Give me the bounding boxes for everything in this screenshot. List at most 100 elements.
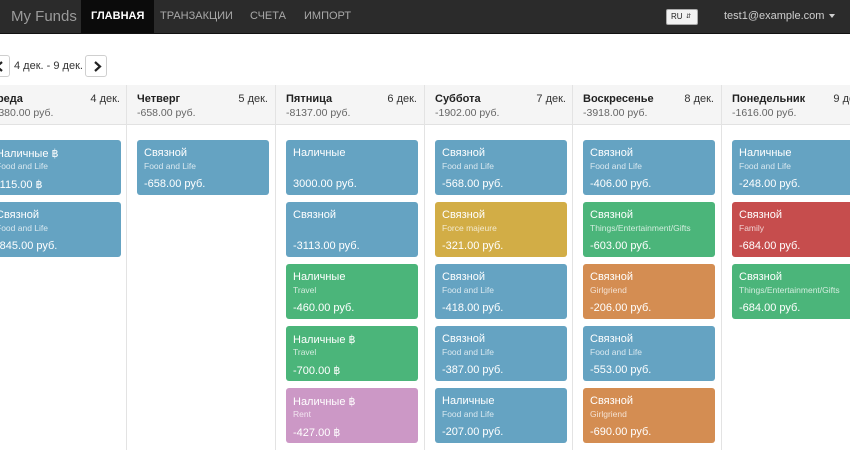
- transaction-card[interactable]: Связной Family -684.00 руб.: [732, 202, 850, 257]
- transaction-card[interactable]: Связной Girlgriend -206.00 руб.: [583, 264, 715, 319]
- day-header: Воскресенье 8 дек. -3918.00 руб.: [573, 85, 721, 125]
- transaction-category: Force majeure: [442, 223, 497, 233]
- transaction-card[interactable]: Связной Food and Life -845.00 руб.: [0, 202, 121, 257]
- transaction-category: Things/Entertainment/Gifts: [739, 285, 840, 295]
- day-column: Воскресенье 8 дек. -3918.00 руб. Связной Foo…: [572, 85, 721, 450]
- day-total: -1616.00 руб.: [732, 107, 797, 119]
- day-name: Суббота: [435, 93, 481, 105]
- transaction-category: Travel: [293, 285, 317, 295]
- transaction-card[interactable]: Связной Food and Life -658.00 руб.: [137, 140, 269, 195]
- user-email: test1@example.com: [724, 10, 825, 22]
- transaction-account: Наличные: [739, 147, 792, 159]
- transaction-account: Связной: [0, 209, 40, 221]
- transaction-amount: -684.00 руб.: [739, 302, 801, 314]
- transaction-card[interactable]: Связной Food and Life -387.00 руб.: [435, 326, 567, 381]
- chevron-left-icon: [0, 61, 3, 72]
- transaction-category: Food and Life: [442, 347, 494, 357]
- transaction-amount: -700.00 ฿: [293, 365, 341, 377]
- transaction-card[interactable]: Наличные Food and Life -248.00 руб.: [732, 140, 850, 195]
- transaction-amount: -684.00 руб.: [739, 240, 801, 252]
- app-brand[interactable]: My Funds: [11, 8, 77, 25]
- day-total: -658.00 руб.: [137, 107, 196, 119]
- transaction-amount: -553.00 руб.: [590, 364, 652, 376]
- transaction-card[interactable]: Наличные ฿ Rent -427.00 ฿: [286, 388, 418, 443]
- transaction-card[interactable]: Связной Food and Life -406.00 руб.: [583, 140, 715, 195]
- tab-accounts[interactable]: СЧЕТА: [250, 10, 286, 22]
- transaction-category: Food and Life: [590, 161, 642, 171]
- transaction-card[interactable]: Связной Force majeure -321.00 руб.: [435, 202, 567, 257]
- transaction-category: Food and Life: [442, 161, 494, 171]
- transaction-amount: -568.00 руб.: [442, 178, 504, 190]
- tab-transactions[interactable]: ТРАНЗАКЦИИ: [160, 10, 233, 22]
- transaction-category: Family: [739, 223, 765, 233]
- transaction-account: Связной: [590, 271, 634, 283]
- transaction-category: Food and Life: [442, 285, 494, 295]
- transaction-category: Travel: [293, 347, 317, 357]
- transaction-account: Связной: [590, 395, 634, 407]
- prev-week-button[interactable]: [0, 55, 10, 77]
- transaction-card[interactable]: Наличные ฿ Travel -700.00 ฿: [286, 326, 418, 381]
- transaction-account: Наличные: [442, 395, 495, 407]
- transaction-card[interactable]: Связной Food and Life -418.00 руб.: [435, 264, 567, 319]
- day-date: 6 дек.: [387, 93, 417, 105]
- day-name: Воскресенье: [583, 93, 654, 105]
- language-select[interactable]: RU ⇵: [666, 9, 698, 25]
- day-name: Понедельник: [732, 93, 806, 105]
- day-column: Четверг 5 дек. -658.00 руб. Связной Food and…: [126, 85, 275, 450]
- transaction-account: Связной: [293, 209, 337, 221]
- transaction-amount: -658.00 руб.: [144, 178, 206, 190]
- transaction-account: Связной: [442, 333, 486, 345]
- transaction-category: Things/Entertainment/Gifts: [590, 223, 691, 233]
- transaction-amount: -603.00 руб.: [590, 240, 652, 252]
- transaction-card[interactable]: Связной Things/Entertainment/Gifts -684.00…: [732, 264, 850, 319]
- transaction-category: Food and Life: [0, 223, 48, 233]
- day-header: Среда 4 дек. -1380.00 руб.: [0, 85, 127, 125]
- day-date: 4 дек.: [90, 93, 120, 105]
- tab-import[interactable]: ИМПОРТ: [304, 10, 352, 22]
- transaction-account: Связной: [442, 209, 486, 221]
- transaction-card[interactable]: Связной Girlgriend -690.00 руб.: [583, 388, 715, 443]
- user-menu[interactable]: test1@example.com: [724, 0, 836, 33]
- transaction-category: Food and Life: [739, 161, 791, 171]
- transaction-category: Rent: [293, 409, 311, 419]
- transaction-account: Связной: [590, 333, 634, 345]
- transaction-category: Girlgriend: [590, 409, 627, 419]
- chevron-down-icon: ⇵: [686, 14, 692, 20]
- transaction-amount: -845.00 руб.: [0, 240, 58, 252]
- transaction-card[interactable]: Связной Food and Life -568.00 руб.: [435, 140, 567, 195]
- transaction-card[interactable]: Наличные ฿ Food and Life -115.00 ฿: [0, 140, 121, 195]
- transaction-account: Связной: [590, 209, 634, 221]
- transaction-account: Наличные ฿: [293, 334, 356, 346]
- day-column: Пятница 6 дек. -8137.00 руб. Наличные 3000.0…: [275, 85, 424, 450]
- day-header: Суббота 7 дек. -1902.00 руб.: [425, 85, 573, 125]
- tab-home[interactable]: ГЛАВНАЯ: [81, 0, 155, 33]
- transaction-category: Food and Life: [590, 347, 642, 357]
- next-week-button[interactable]: [85, 55, 107, 77]
- transaction-card[interactable]: Наличные 3000.00 руб.: [286, 140, 418, 195]
- day-header: Пятница 6 дек. -8137.00 руб.: [276, 85, 424, 125]
- transaction-account: Связной: [144, 147, 188, 159]
- day-date: 7 дек.: [536, 93, 566, 105]
- top-navbar: My Funds ГЛАВНАЯ ТРАНЗАКЦИИ СЧЕТА ИМПОРТ…: [0, 0, 850, 34]
- transaction-card[interactable]: Наличные Food and Life -207.00 руб.: [435, 388, 567, 443]
- day-total: -1902.00 руб.: [435, 107, 500, 119]
- date-range-label: 4 дек. - 9 дек.: [14, 60, 83, 72]
- day-column: Среда4 дек.-1380.00 руб.Наличные ฿Food a…: [0, 85, 127, 450]
- transaction-account: Наличные: [293, 147, 346, 159]
- day-total: -8137.00 руб.: [286, 107, 351, 119]
- day-total: -3918.00 руб.: [583, 107, 648, 119]
- day-name: Среда: [0, 93, 23, 105]
- transaction-card[interactable]: Связной Food and Life -553.00 руб.: [583, 326, 715, 381]
- day-column: Понедельник 9 дек. -1616.00 руб. Наличные Fo…: [721, 85, 850, 450]
- transaction-amount: -248.00 руб.: [739, 178, 801, 190]
- transaction-amount: -427.00 ฿: [293, 427, 341, 439]
- transaction-category: Food and Life: [442, 409, 494, 419]
- transaction-card[interactable]: Связной -3113.00 руб.: [286, 202, 418, 257]
- transaction-card[interactable]: Связной Things/Entertainment/Gifts -603.00…: [583, 202, 715, 257]
- caret-down-icon: [829, 14, 836, 19]
- transaction-amount: -460.00 руб.: [293, 302, 355, 314]
- transaction-amount: -418.00 руб.: [442, 302, 504, 314]
- transaction-category: Girlgriend: [590, 285, 627, 295]
- transaction-card[interactable]: Наличные Travel -460.00 руб.: [286, 264, 418, 319]
- transaction-amount: -115.00 ฿: [0, 179, 43, 191]
